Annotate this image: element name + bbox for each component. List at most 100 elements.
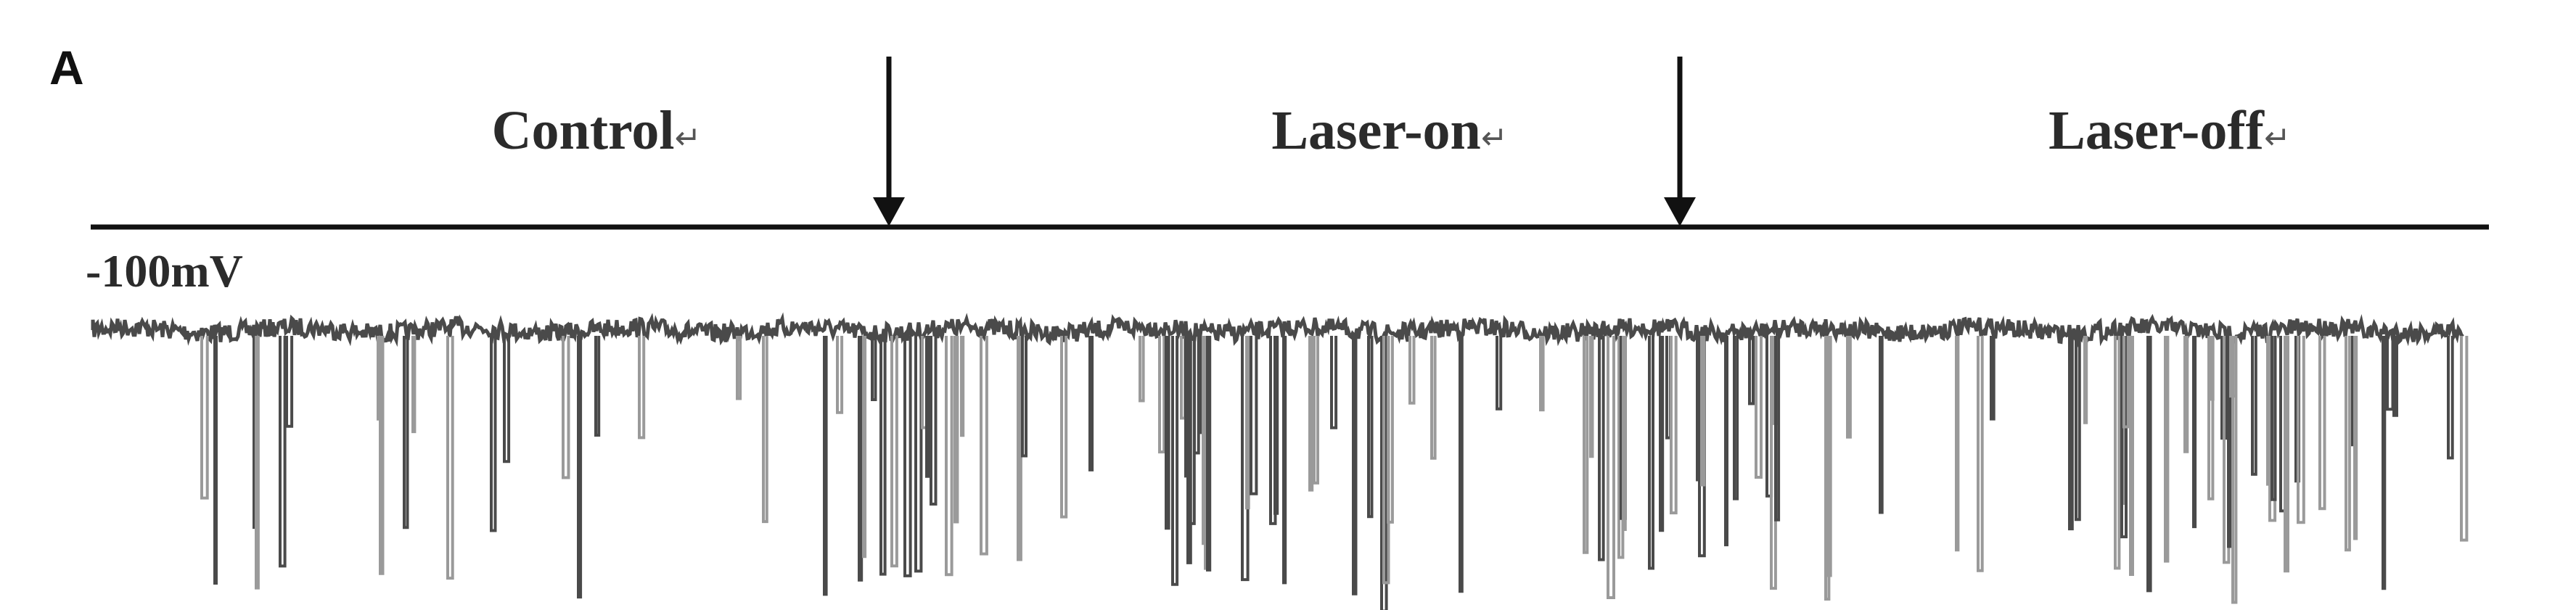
phase-label-laser-off: Laser-off↵ [2048, 100, 2291, 161]
trace-event [1990, 336, 1995, 421]
trace-event [2068, 336, 2074, 531]
trace-event [1017, 336, 1022, 561]
trace-event [2210, 336, 2215, 401]
trace-event [823, 336, 828, 596]
trace-event [945, 336, 953, 577]
trace-event [1165, 336, 1170, 530]
trace-event [736, 336, 742, 400]
trace-event [1459, 336, 1464, 593]
trace-event [490, 336, 497, 532]
trace-event [403, 336, 409, 529]
trace-event [1387, 336, 1394, 524]
trace-event [2345, 336, 2351, 552]
trace-event [914, 336, 923, 573]
trace-event [930, 336, 938, 506]
trace-event [2297, 336, 2305, 524]
phase-label-text: Laser-off [2048, 100, 2265, 161]
trace-event [1622, 336, 1627, 531]
trace-event [871, 336, 877, 401]
svg-text:Laser-on↵: Laser-on↵ [1271, 100, 1507, 161]
trace-event [1206, 336, 1212, 572]
trace-event [1313, 336, 1319, 485]
trace-event [1539, 336, 1545, 412]
trace-event [255, 336, 260, 590]
trace-event [446, 336, 454, 580]
return-mark: ↵ [2264, 120, 2291, 157]
current-trace [91, 312, 2469, 610]
trace-event [890, 336, 898, 568]
trace-event [1282, 336, 1287, 585]
trace-event [379, 336, 385, 575]
trace-event [1659, 336, 1665, 532]
trace-event [1598, 336, 1605, 561]
trace-event [1724, 336, 1728, 547]
trace-event [1250, 336, 1258, 495]
trace-event [762, 336, 768, 524]
trace-event [213, 336, 218, 585]
trace-event [2382, 336, 2387, 590]
trace-event [2207, 336, 2215, 500]
trace-event [1408, 336, 1416, 405]
trace-event [562, 336, 570, 479]
trace-event [1273, 336, 1279, 515]
trace-event [2392, 336, 2398, 417]
trace-event [1733, 336, 1739, 500]
trace-event [858, 336, 864, 582]
trace-event [1755, 336, 1763, 479]
trace-event [2460, 336, 2469, 542]
return-mark: ↵ [675, 120, 702, 157]
trace-event [1846, 336, 1852, 439]
trace-event [2122, 336, 2130, 429]
trace-event [279, 336, 287, 568]
trace-event [2146, 336, 2152, 593]
phase-label-text: Control [492, 100, 675, 161]
trace-event [1977, 336, 1984, 572]
trace-event [1748, 336, 1755, 405]
return-mark: ↵ [1481, 120, 1508, 157]
trace-event [577, 336, 583, 599]
panel-letter: A [49, 41, 84, 94]
trace-event [594, 336, 601, 437]
trace-event [836, 336, 844, 414]
trace-event [1589, 336, 1594, 458]
phase-label-control: Control↵ [492, 100, 702, 161]
trace-baseline [91, 312, 2464, 348]
trace-event [2447, 336, 2454, 460]
trace-event [953, 336, 959, 524]
trace-event [879, 336, 887, 576]
trace-event [1171, 336, 1179, 586]
trace-event [638, 336, 646, 440]
trace-event [2227, 336, 2232, 548]
trace-event [1955, 336, 1960, 552]
trace-event [2120, 336, 2128, 539]
svg-text:Control↵: Control↵ [492, 100, 702, 161]
svg-text:Laser-off↵: Laser-off↵ [2048, 100, 2291, 161]
trace-event [1245, 336, 1250, 510]
trace-event [1670, 336, 1678, 515]
trace-event [1088, 336, 1094, 471]
trace-event [1583, 336, 1589, 554]
trace-event [2192, 336, 2197, 529]
trace-event [1826, 336, 1832, 577]
trace-event [2075, 336, 2081, 522]
trace-event [1158, 336, 1166, 454]
trace-event [862, 336, 867, 559]
trace-event [1648, 336, 1654, 570]
trace-event [2129, 336, 2134, 576]
trace-event [980, 336, 988, 556]
trace-event [925, 336, 931, 478]
trace-event [1139, 336, 1145, 403]
trace-event [2251, 336, 2257, 476]
phase-label-laser-on: Laser-on↵ [1271, 100, 1507, 161]
trace-event [2353, 336, 2358, 540]
trace-event [503, 336, 511, 463]
phase-label-text: Laser-on [1271, 100, 1481, 161]
trace-event [1430, 336, 1437, 460]
trace-event [1607, 336, 1615, 599]
trace-event [2164, 336, 2170, 563]
trace-event [285, 336, 294, 428]
trace-event [2083, 336, 2088, 424]
trace-event [200, 336, 209, 500]
trace-event [1060, 336, 1068, 519]
